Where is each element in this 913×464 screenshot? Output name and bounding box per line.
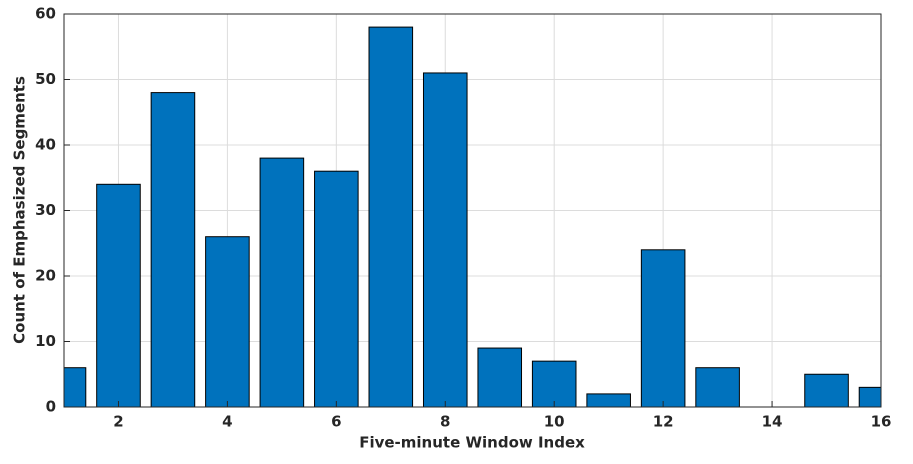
y-tick-label: 60 [35,5,56,23]
bar [205,236,250,407]
x-tick-label: 14 [762,413,783,431]
x-tick-label: 6 [331,413,341,431]
bar [804,373,849,407]
y-tick-label: 50 [35,70,56,88]
bars [64,26,881,407]
x-tick-label: 8 [440,413,450,431]
x-tick-label: 12 [653,413,674,431]
bar [422,72,468,407]
bar [477,347,523,407]
bar [314,170,359,407]
y-tick-label: 10 [35,332,56,350]
bar [368,26,414,407]
bar [259,157,305,407]
bar [531,360,577,407]
bar [586,393,631,407]
y-tick-label: 20 [35,267,56,285]
x-tick-label: 2 [113,413,123,431]
x-tick-label: 4 [222,413,232,431]
x-tick-label: 10 [544,413,565,431]
bar [150,92,196,407]
y-tick-label: 40 [35,136,56,154]
y-tick-label: 30 [35,201,56,219]
y-axis-label: Count of Emphasized Segments [11,76,29,344]
x-axis-label: Five-minute Window Index [359,434,585,452]
bar [640,249,686,407]
bar [695,367,740,407]
y-tick-label: 0 [46,398,56,416]
bar [64,367,87,407]
ticks: 0 10 20 30 40 50 60 2 4 6 8 10 12 14 16 [35,5,891,431]
bar [96,183,141,407]
x-tick-label: 16 [871,413,892,431]
